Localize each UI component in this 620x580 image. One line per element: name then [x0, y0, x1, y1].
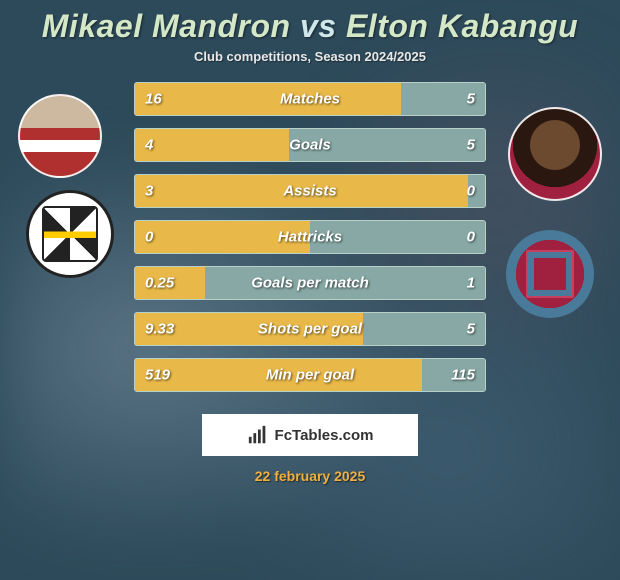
subtitle: Club competitions, Season 2024/2025 [0, 49, 620, 64]
comparison-card: Mikael Mandron vs Elton Kabangu Club com… [0, 0, 620, 580]
stat-row: 9.33 Shots per goal 5 [134, 312, 486, 346]
stat-row: 3 Assists 0 [134, 174, 486, 208]
stat-label: Shots per goal [258, 321, 362, 338]
bar-left-fill [135, 129, 289, 161]
main-area: 16 Matches 5 4 Goals 5 3 Assists 0 0 Hattricks 0 0.2… [0, 82, 620, 484]
player1-avatar [18, 94, 102, 178]
stat-right-value: 115 [451, 367, 475, 384]
club1-crest [26, 190, 114, 278]
chart-icon [247, 424, 269, 446]
stat-right-value: 5 [467, 91, 475, 108]
stat-right-value: 0 [467, 183, 475, 200]
stat-label: Assists [283, 183, 336, 200]
stat-left-value: 0 [145, 229, 153, 246]
stat-row: 519 Min per goal 115 [134, 358, 486, 392]
stat-right-value: 0 [467, 229, 475, 246]
stat-left-value: 4 [145, 137, 153, 154]
stat-row: 0.25 Goals per match 1 [134, 266, 486, 300]
stat-label: Goals per match [251, 275, 369, 292]
stat-row: 16 Matches 5 [134, 82, 486, 116]
player2-name: Elton Kabangu [346, 8, 578, 44]
stat-right-value: 5 [467, 321, 475, 338]
stat-label: Min per goal [266, 367, 354, 384]
stat-left-value: 519 [145, 367, 170, 384]
page-title: Mikael Mandron vs Elton Kabangu [0, 8, 620, 45]
stat-left-value: 0.25 [145, 275, 174, 292]
stat-label: Goals [289, 137, 331, 154]
watermark-text: FcTables.com [275, 427, 374, 444]
vs-text: vs [300, 8, 337, 44]
stat-row: 0 Hattricks 0 [134, 220, 486, 254]
bar-left-fill [135, 83, 401, 115]
date-label: 22 february 2025 [0, 468, 620, 484]
stat-right-value: 5 [467, 137, 475, 154]
stat-label: Hattricks [278, 229, 342, 246]
club2-crest [506, 230, 594, 318]
stats-bars: 16 Matches 5 4 Goals 5 3 Assists 0 0 Hattricks 0 0.2… [134, 82, 486, 392]
stat-left-value: 3 [145, 183, 153, 200]
stat-right-value: 1 [467, 275, 475, 292]
stat-left-value: 16 [145, 91, 162, 108]
player2-avatar [508, 107, 602, 201]
player1-name: Mikael Mandron [42, 8, 291, 44]
stat-row: 4 Goals 5 [134, 128, 486, 162]
watermark: FcTables.com [202, 414, 418, 456]
stat-left-value: 9.33 [145, 321, 174, 338]
stat-label: Matches [280, 91, 340, 108]
